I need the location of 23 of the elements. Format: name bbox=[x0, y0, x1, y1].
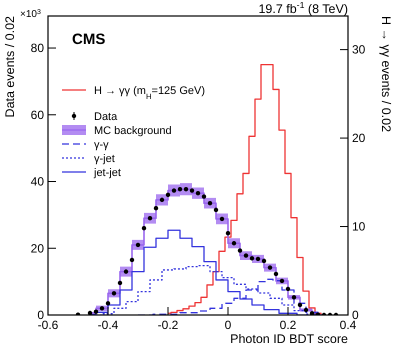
x-tick-label: -0.2 bbox=[158, 318, 179, 332]
y2-axis-title: H → γγ events / 0.02 bbox=[379, 16, 393, 132]
x-tick-label: 0.2 bbox=[280, 318, 297, 332]
y-tick-label: 20 bbox=[30, 241, 44, 256]
legend-label: Data bbox=[94, 111, 118, 123]
x-axis-title: Photon ID BDT score bbox=[230, 332, 348, 344]
y-tick-label: 40 bbox=[30, 174, 44, 189]
text: ×10$^{3}$ bbox=[20, 8, 41, 20]
x-tick-label: -0.4 bbox=[98, 318, 119, 332]
y-axis-title: Data events / 0.02 bbox=[3, 16, 17, 118]
legend-label: γ-jet bbox=[94, 153, 115, 165]
legend-label: jet-jet bbox=[93, 167, 121, 179]
legend-label: H → γγ (m$_{H}$=125 GeV) bbox=[94, 85, 206, 100]
legend-label: MC background bbox=[94, 125, 172, 137]
legend-label: γ-γ bbox=[94, 139, 110, 151]
annotation: CMS bbox=[72, 31, 106, 48]
y-tick-label: 60 bbox=[30, 108, 44, 122]
y2-tick-label: 20 bbox=[352, 131, 366, 146]
y-tick-label: 80 bbox=[30, 41, 44, 56]
chart-title: 19.7 fb$^{-1}$ (8 TeV) bbox=[258, 0, 348, 16]
y2-tick-label: 30 bbox=[352, 42, 366, 57]
y2-tick-label: 10 bbox=[352, 220, 366, 234]
x-tick-label: 0 bbox=[224, 318, 232, 332]
